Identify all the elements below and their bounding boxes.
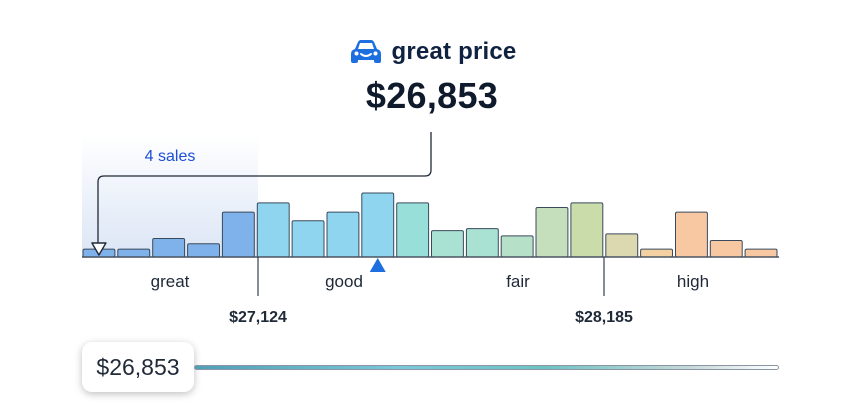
rating-row: great price: [348, 36, 517, 68]
histogram-bar: [117, 248, 151, 258]
price-value: $26,853: [365, 75, 499, 116]
car-icon: [348, 38, 384, 66]
connector-line: [97, 132, 432, 244]
histogram-bar: [465, 228, 499, 258]
histogram-bar: [744, 248, 778, 258]
histogram-bar: [291, 220, 325, 258]
histogram-bar: [256, 202, 290, 258]
histogram-bar: [221, 211, 255, 258]
histogram-bar: [570, 202, 604, 258]
histogram-bar: [187, 243, 221, 258]
histogram-bar: [361, 192, 395, 258]
histogram-bar: [605, 233, 639, 258]
histogram-bar: [500, 235, 534, 258]
price-slider-track[interactable]: [194, 365, 779, 370]
current-price-marker-icon: [91, 242, 107, 256]
boundary-label-1: $27,124: [229, 309, 287, 326]
sales-count-label: 4 sales: [145, 148, 196, 165]
boundary-label-2: $28,185: [575, 309, 633, 326]
histogram-bar: [326, 211, 360, 258]
bin-label-good: good: [325, 272, 363, 291]
histogram-bar: [640, 248, 673, 258]
price-header: great price $26,853: [0, 36, 864, 117]
price-input[interactable]: $26,853: [82, 342, 194, 392]
bin-label-fair: fair: [506, 272, 530, 291]
histogram-bar: [152, 238, 186, 258]
histogram-bar: [535, 207, 569, 258]
histogram-bar: [396, 202, 430, 258]
average-indicator-icon: [369, 258, 386, 272]
histogram-bar: [675, 211, 708, 258]
bin-label-great: great: [151, 272, 190, 291]
histogram-bar: [431, 230, 464, 258]
histogram-bar: [709, 240, 743, 258]
bin-label-high: high: [677, 272, 709, 291]
price-histogram: 4 sales great good fair high $27,124 $28…: [82, 132, 779, 326]
rating-label: great price: [391, 38, 517, 65]
